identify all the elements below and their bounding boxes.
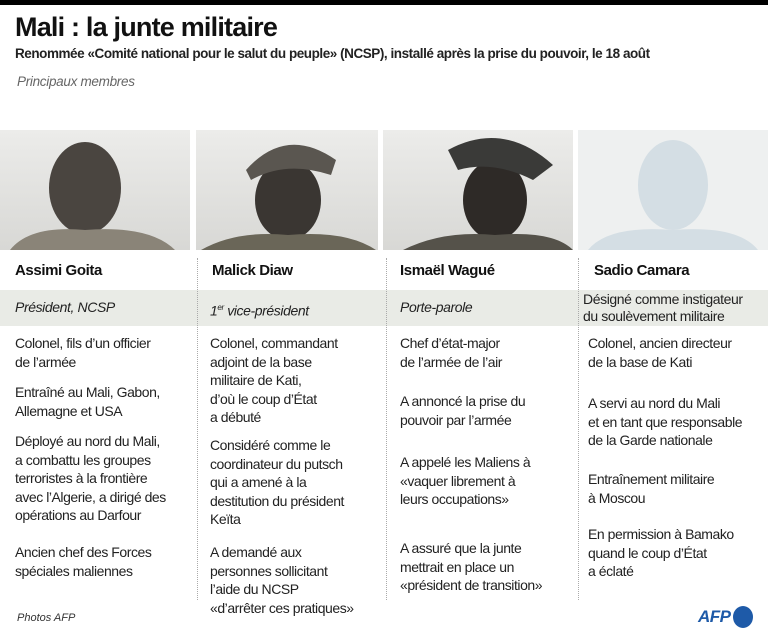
member-name: Sadio Camara	[594, 262, 690, 279]
fact: A appelé les Maliens à «vaquer librement…	[400, 454, 531, 507]
fact: Ancien chef des Forces spéciales malienn…	[15, 544, 152, 579]
afp-logo: AFP	[698, 606, 753, 628]
fact: Colonel, fils d’un officier de l’armée	[15, 335, 151, 370]
member-role: Désigné comme instigateur du soulèvement…	[583, 291, 743, 324]
afp-logo-text: AFP	[698, 607, 731, 626]
fact: Considéré comme le coordinateur du putsc…	[210, 437, 344, 527]
fact: Colonel, ancien directeur de la base de …	[588, 335, 732, 370]
role-number: 1	[210, 302, 218, 319]
fact: Entraînement militaire à Moscou	[588, 471, 715, 506]
role-superscript: er	[217, 303, 224, 312]
column-divider	[386, 258, 387, 600]
fact: A demandé aux personnes sollicitant l’ai…	[210, 544, 354, 616]
member-name: Malick Diaw	[212, 262, 293, 279]
role-text: vice-président	[223, 302, 309, 319]
fact: A assuré que la junte mettrait en place …	[400, 540, 543, 593]
top-bar	[0, 0, 768, 5]
member-role: Porte-parole	[400, 299, 473, 315]
subtitle: Renommée «Comité national pour le salut …	[15, 46, 650, 61]
page-title: Mali : la junte militaire	[15, 12, 278, 42]
fact: Entraîné au Mali, Gabon, Allemagne et US…	[15, 384, 160, 419]
photo-credit: Photos AFP	[17, 612, 76, 624]
fact: Colonel, commandant adjoint de la base m…	[210, 335, 338, 425]
photo-ismael-wague	[383, 130, 573, 250]
photo-assimi-goita	[0, 130, 190, 250]
fact: Chef d’état-major de l’armée de l’air	[400, 335, 502, 370]
fact: En permission à Bamako quand le coup d’É…	[588, 526, 734, 579]
photo-sadio-camara-placeholder	[578, 130, 768, 250]
role-band	[0, 290, 768, 326]
fact: A servi au nord du Mali et en tant que r…	[588, 395, 743, 448]
fact: A annoncé la prise du pouvoir par l’armé…	[400, 393, 526, 428]
column-divider	[578, 258, 579, 600]
column-divider	[197, 258, 198, 600]
member-role: 1er vice-président	[210, 299, 309, 320]
photo-malick-diaw	[196, 130, 378, 250]
member-role: Président, NCSP	[15, 299, 115, 315]
afp-logo-circle-icon	[732, 606, 753, 628]
member-name: Assimi Goita	[15, 262, 102, 279]
section-label: Principaux membres	[17, 74, 135, 89]
member-name: Ismaël Wagué	[400, 262, 495, 279]
fact: Déployé au nord du Mali, a combattu les …	[15, 433, 166, 523]
